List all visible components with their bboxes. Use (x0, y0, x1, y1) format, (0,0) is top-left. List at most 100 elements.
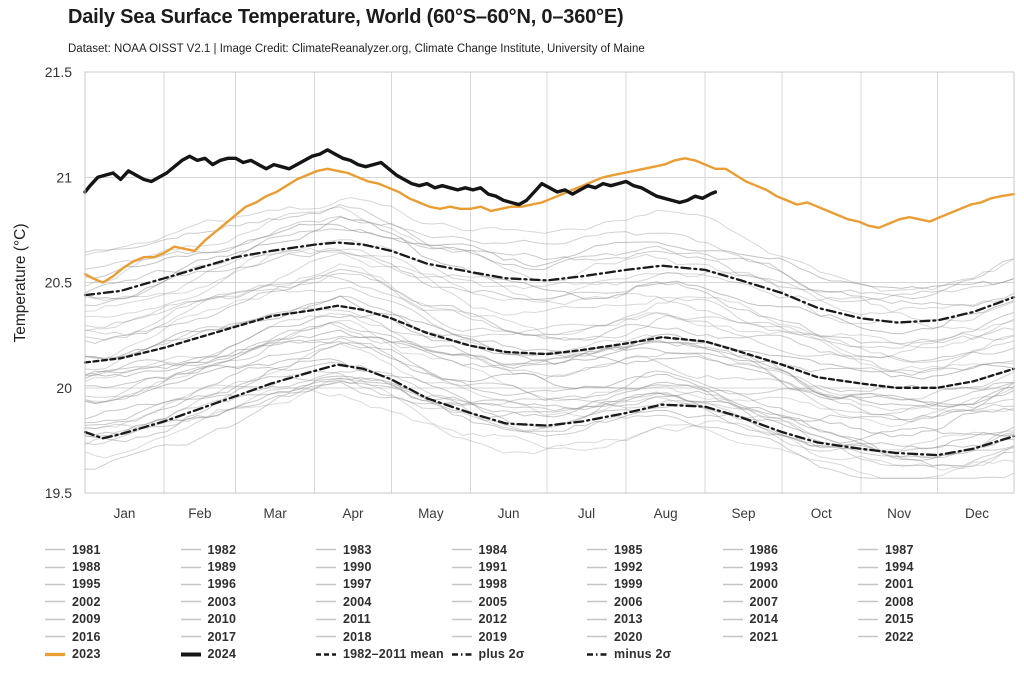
legend-item-2014: 2014 (722, 612, 859, 626)
legend-swatch-2020 (587, 635, 607, 638)
legend-item-2002: 2002 (45, 595, 181, 609)
year-line-2021 (84, 215, 1015, 303)
legend-label: 2006 (614, 594, 643, 609)
legend-swatch-2007 (722, 601, 743, 603)
legend-label: 1998 (478, 577, 508, 592)
legend-item-2013: 2013 (587, 612, 723, 626)
legend-label: 1994 (885, 560, 914, 575)
legend-label: 2007 (749, 594, 779, 609)
legend-label: 2009 (72, 612, 101, 627)
year-line-1987 (84, 380, 1015, 459)
legend-item-1989: 1989 (180, 560, 317, 575)
legend-item-2000: 2000 (722, 577, 859, 592)
grid (85, 72, 1014, 493)
y-axis-label: Temperature (°C) (12, 223, 29, 342)
background-year-lines (84, 197, 1015, 479)
month-label: Feb (188, 506, 211, 521)
legend-swatch-2005 (451, 601, 472, 603)
legend-label: 2019 (478, 629, 508, 644)
series-y2023-line (83, 157, 1016, 284)
legend-label: 1989 (207, 560, 237, 575)
legend-item-plus2s: plus 2σ (451, 647, 588, 662)
legend-swatch-2022 (858, 635, 878, 638)
legend-swatch-2012 (451, 618, 472, 621)
legend-label: 2015 (885, 612, 914, 627)
legend-swatch-1993 (722, 566, 743, 568)
legend-swatch-1986 (722, 548, 743, 551)
legend-item-2009: 2009 (45, 612, 181, 626)
legend-swatch-1984 (451, 548, 472, 551)
legend-swatch-1997 (316, 583, 336, 586)
legend-swatch-1994 (858, 566, 878, 568)
year-line-2017 (84, 228, 1015, 308)
year-line-1992 (84, 375, 1015, 455)
year-line-2003 (84, 307, 1015, 401)
legend-item-1981: 1981 (45, 543, 181, 557)
legend-label: 1997 (343, 577, 372, 592)
year-line-2020 (84, 223, 1015, 290)
legend-item-1995: 1995 (45, 577, 181, 591)
page-title: Daily Sea Surface Temperature, World (60… (68, 6, 624, 28)
legend-item-2018: 2018 (316, 630, 452, 644)
legend-swatch-1982 (180, 548, 201, 551)
year-line-1989 (84, 361, 1015, 461)
legend-item-1982: 1982 (180, 542, 317, 557)
legend-item-2017: 2017 (180, 629, 317, 644)
legend-item-2022: 2022 (858, 630, 994, 644)
legend-label: 2017 (207, 629, 237, 644)
legend-item-1994: 1994 (858, 560, 994, 574)
legend-swatch-2018 (316, 635, 336, 638)
legend-item-1998: 1998 (451, 577, 588, 592)
legend-swatch-1990 (316, 566, 336, 568)
year-line-2015 (84, 247, 1015, 331)
year-line-2007 (84, 272, 1015, 374)
year-line-2004 (84, 295, 1015, 380)
year-line-2002 (84, 322, 1015, 393)
year-line-1982 (84, 381, 1015, 479)
legend-swatch-1996 (180, 583, 201, 586)
legend-item-1992: 1992 (587, 560, 723, 574)
plot-border (84, 71, 1015, 494)
legend-label: 1992 (614, 560, 643, 575)
legend-swatch-1985 (587, 548, 607, 551)
legend-item-1999: 1999 (587, 577, 723, 591)
legend-label: 2022 (885, 629, 914, 644)
month-label: Mar (264, 506, 288, 521)
legend-label: 2000 (749, 577, 779, 592)
series-mean-line (83, 304, 1016, 389)
year-line-1981 (84, 377, 1015, 479)
legend-swatch-1998 (451, 583, 472, 586)
legend-swatch-2010 (180, 618, 201, 621)
legend-label: 1982 (207, 542, 237, 557)
legend-label: 2005 (478, 594, 508, 609)
year-line-1983 (84, 387, 1015, 471)
legend-label: 2023 (72, 647, 101, 662)
legend-item-1986: 1986 (722, 542, 859, 557)
series-y2024-line (83, 148, 718, 207)
legend-item-2012: 2012 (451, 612, 588, 626)
year-line-2022 (84, 197, 1015, 292)
legend-label: 1986 (749, 542, 779, 557)
legend-swatch-1981 (45, 548, 65, 551)
legend-item-1985: 1985 (587, 543, 723, 557)
year-line-2012 (84, 249, 1015, 345)
legend-label: 1993 (749, 560, 779, 575)
year-line-2019 (84, 204, 1015, 300)
legend-swatch-minus2s (587, 652, 607, 656)
legend-item-2006: 2006 (587, 595, 723, 609)
year-line-1988 (84, 379, 1015, 450)
legend-item-2021: 2021 (722, 630, 859, 644)
legend-swatch-mean (316, 652, 336, 656)
legend-label: 2011 (343, 612, 371, 627)
legend-swatch-2001 (858, 583, 878, 586)
legend-label: 1991 (478, 560, 508, 575)
legend-swatch-1991 (451, 566, 472, 568)
series-minus2s-line (83, 363, 1016, 457)
year-line-2010 (84, 274, 1015, 349)
legend-item-1987: 1987 (858, 543, 994, 557)
legend-swatch-2013 (587, 618, 607, 621)
legend-label: 1987 (885, 542, 914, 557)
legend-item-2003: 2003 (180, 595, 317, 609)
legend-label: plus 2σ (478, 647, 525, 662)
